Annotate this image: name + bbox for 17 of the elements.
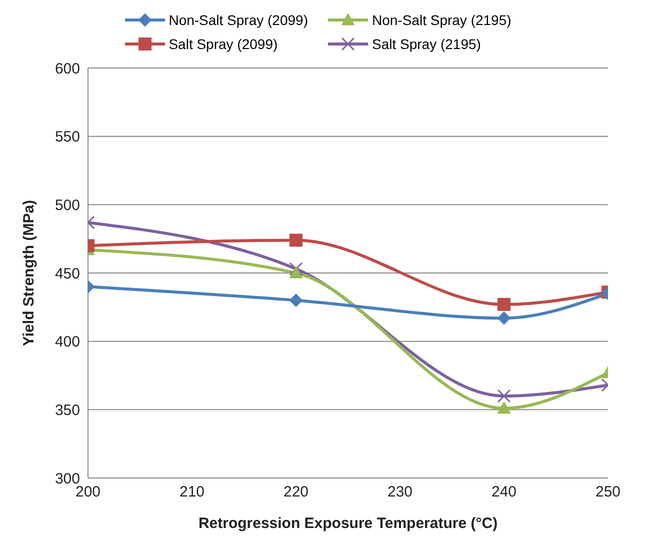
- y-tick-label: 350: [54, 402, 80, 419]
- y-tick-label: 450: [54, 265, 80, 282]
- y-tick-label: 500: [54, 196, 80, 214]
- y-tick-label: 550: [54, 128, 80, 146]
- legend-label: Non-Salt Spray (2099): [168, 12, 308, 28]
- x-tick-label: 240: [491, 484, 517, 501]
- y-tick-label: 400: [54, 334, 80, 351]
- x-axis-title: Retrogression Exposure Temperature (°C): [198, 515, 498, 532]
- x-tick-label: 230: [387, 484, 413, 501]
- x-tick-label: 220: [283, 484, 309, 501]
- legend-label: Salt Spray (2099): [168, 36, 278, 52]
- legend-label: Salt Spray (2195): [372, 36, 481, 52]
- x-tick-label: 250: [595, 484, 621, 501]
- legend-label: Non-Salt Spray (2195): [372, 12, 512, 28]
- x-tick-label: 210: [179, 484, 205, 501]
- y-tick-label: 600: [54, 60, 80, 78]
- y-axis-title: Yield Strength (MPa): [20, 200, 38, 346]
